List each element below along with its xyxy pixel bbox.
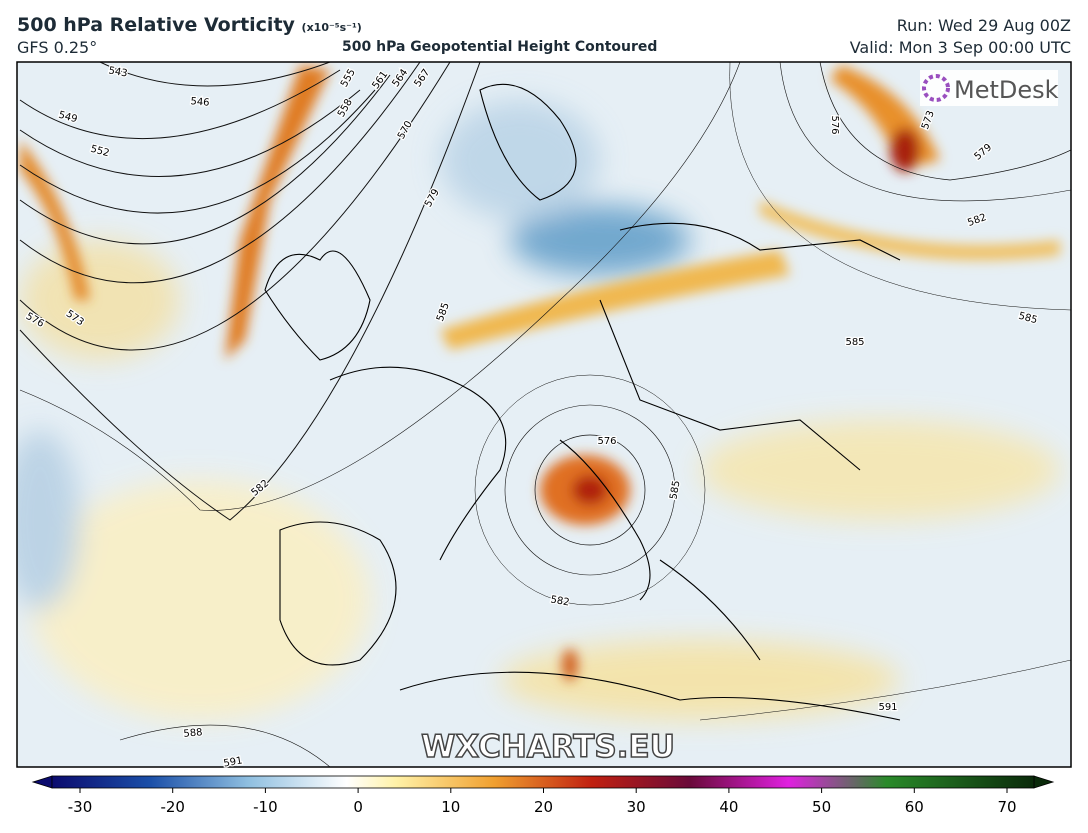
- colorbar-tick-label: 10: [441, 798, 460, 816]
- colorbar-tick-label: -20: [160, 798, 185, 816]
- contour-label: 576: [829, 115, 840, 134]
- contour-label: 588: [183, 727, 203, 740]
- contour-label: 543: [108, 65, 129, 79]
- map-field: [17, 62, 1071, 767]
- colorbar-tick-label: 70: [997, 798, 1016, 816]
- contour-label: 582: [550, 594, 571, 608]
- valid: Valid: Mon 3 Sep 00:00 UTC: [849, 38, 1071, 57]
- colorbar-ticks: -30 -20 -10 0 10 20 30 40 50 60 70: [68, 788, 1017, 816]
- colorbar-tick-label: 40: [719, 798, 738, 816]
- colorbar-tick-label: 30: [627, 798, 646, 816]
- contour-label: 585: [845, 337, 864, 348]
- title: 500 hPa Relative Vorticity: [17, 14, 295, 36]
- colorbar-tick-label: 50: [812, 798, 831, 816]
- contour-label: 585: [668, 480, 682, 501]
- coastlines: [264, 83, 901, 721]
- colorbar-tick-label: 20: [534, 798, 553, 816]
- units: (x10⁻⁵s⁻¹): [301, 21, 362, 34]
- colorbar-scale: [51, 775, 1035, 789]
- colorbar: [31, 775, 1055, 789]
- height-contours: [19, 62, 1071, 767]
- colorbar-tick-label: -10: [253, 798, 278, 816]
- logo-text: MetDesk: [954, 76, 1059, 104]
- contour-label: 591: [878, 702, 897, 713]
- contour-label: 591: [223, 755, 244, 769]
- header-title: 500 hPa Relative Vorticity (x10⁻⁵s⁻¹): [17, 14, 362, 36]
- colorbar-tick-label: 0: [353, 798, 363, 816]
- run: Run: Wed 29 Aug 00Z: [896, 16, 1071, 35]
- colorbar-tick-label: -30: [68, 798, 93, 816]
- map-frame: [16, 61, 1072, 768]
- contour-label: 576: [597, 436, 616, 447]
- model: GFS 0.25°: [17, 38, 98, 57]
- logo: MetDesk: [920, 70, 1059, 106]
- subtitle: 500 hPa Geopotential Height Contoured: [342, 39, 658, 55]
- watermark: WXCHARTS.EU: [421, 729, 675, 765]
- contour-label: 546: [190, 96, 210, 109]
- colorbar-tick-label: 60: [905, 798, 924, 816]
